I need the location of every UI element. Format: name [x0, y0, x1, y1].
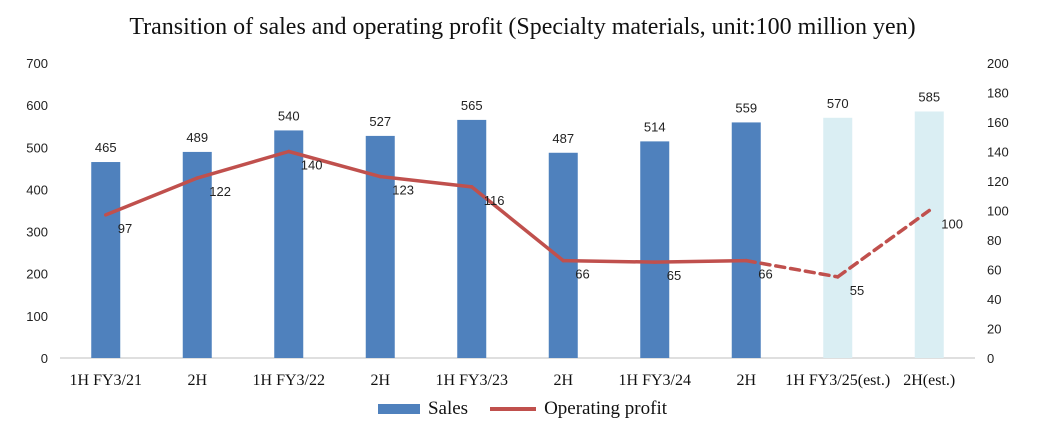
operating-profit-data-label: 66	[575, 267, 589, 282]
category-label: 2H	[736, 372, 756, 389]
category-label: 1H FY3/23	[436, 372, 508, 389]
sales-data-label: 585	[918, 89, 940, 104]
category-label: 1H FY3/25(est.)	[785, 372, 890, 389]
y-right-tick-label: 200	[987, 56, 1009, 71]
sales-data-label: 559	[735, 100, 757, 115]
y-right-tick-label: 60	[987, 263, 1001, 278]
legend: Sales Operating profit	[0, 398, 1045, 420]
legend-item-sales: Sales	[378, 398, 468, 420]
y-right-tick-label: 40	[987, 292, 1001, 307]
sales-bar	[366, 136, 395, 358]
y-right-tick-label: 80	[987, 233, 1001, 248]
sales-data-label: 514	[644, 119, 666, 134]
operating-profit-data-label: 65	[667, 268, 681, 283]
sales-bar	[549, 153, 578, 358]
operating-profit-data-label: 122	[209, 184, 231, 199]
sales-data-label: 527	[369, 114, 391, 129]
operating-profit-data-label: 55	[850, 283, 864, 298]
sales-data-label: 565	[461, 98, 483, 113]
sales-bar	[823, 118, 852, 358]
sales-data-label: 570	[827, 96, 849, 111]
operating-profit-data-label: 140	[301, 158, 323, 173]
operating-profit-data-label: 100	[941, 217, 963, 232]
category-label: 1H FY3/21	[70, 372, 142, 389]
legend-label-operating-profit: Operating profit	[544, 398, 667, 420]
category-label: 2H	[187, 372, 207, 389]
sales-bar	[915, 111, 944, 358]
y-left-tick-label: 200	[26, 267, 48, 282]
sales-bar	[91, 162, 120, 358]
y-right-tick-label: 20	[987, 322, 1001, 337]
category-label: 2H(est.)	[903, 372, 955, 389]
y-right-tick-label: 0	[987, 351, 994, 366]
operating-profit-line-segment	[655, 261, 747, 262]
category-label: 2H	[553, 372, 573, 389]
y-left-tick-label: 0	[41, 351, 48, 366]
y-left-tick-label: 700	[26, 56, 48, 71]
y-right-tick-label: 140	[987, 145, 1009, 160]
y-left-tick-label: 300	[26, 225, 48, 240]
category-label: 1H FY3/24	[619, 372, 691, 389]
sales-data-label: 489	[186, 130, 208, 145]
sales-bar	[640, 141, 669, 358]
sales-data-label: 465	[95, 140, 117, 155]
operating-profit-data-label: 123	[392, 183, 414, 198]
y-right-tick-label: 120	[987, 174, 1009, 189]
y-right-tick-label: 100	[987, 204, 1009, 219]
sales-data-label: 540	[278, 108, 300, 123]
legend-swatch-sales	[378, 404, 420, 414]
sales-bar	[457, 120, 486, 358]
operating-profit-data-label: 66	[758, 267, 772, 282]
legend-item-operating-profit: Operating profit	[490, 398, 667, 420]
y-right-tick-label: 180	[987, 86, 1009, 101]
y-left-tick-label: 500	[26, 140, 48, 155]
category-label: 2H	[370, 372, 390, 389]
category-label: 1H FY3/22	[253, 372, 325, 389]
y-left-tick-label: 600	[26, 98, 48, 113]
y-left-tick-label: 100	[26, 309, 48, 324]
combo-chart: 0 100 200 300 400 500 600 700 0 20 40 60 80 100 120 140…	[0, 0, 1045, 438]
legend-label-sales: Sales	[428, 398, 468, 420]
sales-data-label: 487	[552, 131, 574, 146]
sales-bar	[732, 122, 761, 358]
operating-profit-data-label: 116	[484, 193, 505, 208]
operating-profit-line-segment	[563, 261, 655, 262]
y-left-tick-label: 400	[26, 182, 48, 197]
legend-swatch-operating-profit	[490, 407, 536, 411]
y-right-tick-label: 160	[987, 115, 1009, 130]
operating-profit-data-label: 97	[118, 221, 132, 236]
sales-bar	[274, 130, 303, 358]
